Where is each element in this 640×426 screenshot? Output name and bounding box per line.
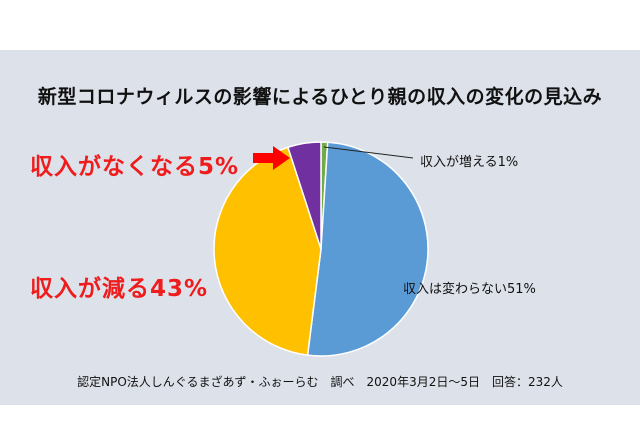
chart-panel: 新型コロナウィルスの影響によるひとり親の収入の変化の見込み 収入がなくなる5% …: [0, 50, 640, 405]
pie-slice-decrease: [213, 146, 322, 356]
label-income-decrease: 収入が減る43%: [30, 276, 209, 302]
label-income-increase: 収入が増える1%: [420, 155, 519, 170]
pie-chart: [213, 141, 429, 357]
label-income-unchanged: 収入は変わらない51%: [403, 282, 536, 297]
arrow-icon: [253, 146, 290, 170]
pie-slice-unchanged: [306, 141, 429, 357]
chart-title: 新型コロナウィルスの影響によるひとり親の収入の変化の見込み: [37, 86, 603, 108]
leader-line: [323, 146, 414, 159]
source-note: 認定NPO法人しんぐるまざあず・ふぉーらむ 調べ 2020年3月2日〜5日 回答…: [77, 375, 563, 389]
label-income-lost: 収入がなくなる5%: [30, 154, 240, 180]
pie-slice-lost: [286, 141, 322, 250]
